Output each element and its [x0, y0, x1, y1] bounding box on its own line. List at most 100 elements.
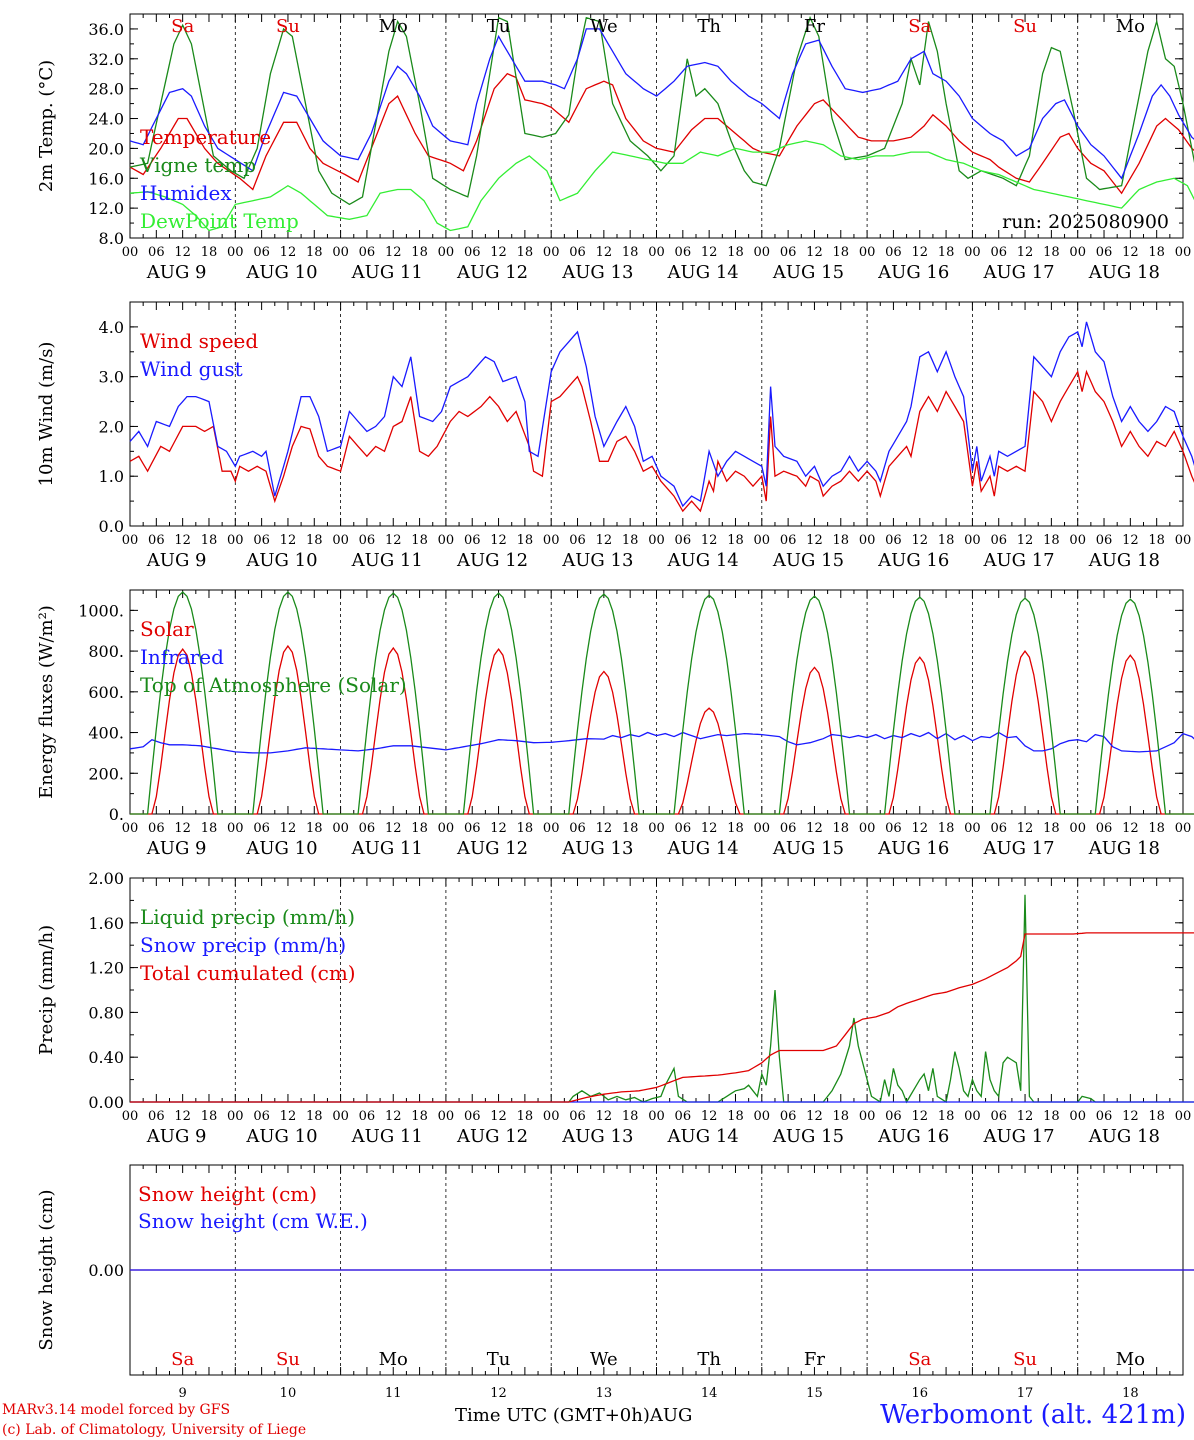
hour-tick-label: 00: [754, 245, 771, 260]
panel-temp: 8.0 12.0 16.0 20.0 24.0 28.0 32.0 36.0 2m Temp. …: [36, 13, 1194, 283]
hour-tick-label: 18: [833, 533, 850, 548]
series-line-energy-0: [130, 644, 1194, 815]
hour-tick-label: 00: [859, 245, 876, 260]
date-label: AUG 17: [982, 550, 1054, 571]
hour-tick-label: 00: [438, 1109, 455, 1124]
hour-tick-label: 06: [675, 245, 692, 260]
hour-tick-label: 18: [622, 533, 639, 548]
hour-tick-label: 00: [438, 821, 455, 836]
hour-tick-label: 06: [1096, 533, 1113, 548]
panel-energy: 0. 200. 400. 600. 800. 1000. Energy fluxes (W/…: [36, 589, 1194, 859]
hour-tick-label: 00: [543, 245, 560, 260]
weekday-label: We: [590, 1349, 618, 1370]
hour-tick-label: 18: [306, 1109, 323, 1124]
date-label: AUG 14: [667, 550, 739, 571]
x-axis-month: AUG: [649, 1405, 693, 1426]
date-label: AUG 13: [561, 1126, 633, 1147]
run-label: run: 2025080900: [1002, 211, 1169, 233]
hour-tick-label: 12: [701, 533, 718, 548]
hour-tick-label: 06: [359, 821, 376, 836]
hour-tick-label: 12: [174, 1109, 191, 1124]
hour-tick-label: 00: [1175, 1109, 1192, 1124]
hour-tick-label: 18: [411, 533, 428, 548]
hour-tick-label: 06: [253, 1109, 270, 1124]
hour-tick-label: 18: [1043, 821, 1060, 836]
hour-tick-label: 00: [754, 1109, 771, 1124]
weekday-label: Th: [697, 16, 721, 37]
y-tick-label: 12.0: [88, 199, 124, 218]
date-label: AUG 13: [561, 262, 633, 283]
hour-tick-label: 18: [201, 245, 218, 260]
hour-tick-label: 18: [517, 821, 534, 836]
hour-tick-label: 18: [411, 821, 428, 836]
hour-tick-label: 18: [727, 245, 744, 260]
weekday-label: Sa: [908, 16, 931, 37]
date-label: AUG 16: [877, 262, 949, 283]
series-line-wind-1: [129, 321, 1194, 508]
hour-tick-label: 18: [1043, 533, 1060, 548]
hour-tick-label: 06: [253, 821, 270, 836]
panel-snow: 0.00 Snow height (cm) Snow height (cm) Snow…: [36, 1164, 1194, 1401]
y-tick-label: 400.: [88, 724, 124, 743]
weekday-label: Sa: [171, 1349, 194, 1370]
hour-tick-label: 00: [754, 821, 771, 836]
date-label: AUG 11: [351, 1126, 423, 1147]
hour-tick-label: 00: [122, 533, 139, 548]
hour-tick-label: 00: [964, 245, 981, 260]
hour-tick-label: 12: [490, 533, 507, 548]
date-label: AUG 13: [561, 550, 633, 571]
hour-tick-label: 12: [701, 245, 718, 260]
hour-tick-label: 12: [385, 821, 402, 836]
hour-tick-label: 18: [938, 245, 955, 260]
hour-tick-label: 00: [122, 1109, 139, 1124]
y-tick-label: 4.0: [99, 318, 124, 337]
weekday-label: Tu: [487, 16, 511, 37]
hour-tick-label: 06: [885, 245, 902, 260]
date-label: AUG 11: [351, 838, 423, 859]
hour-tick-label: 12: [490, 1109, 507, 1124]
hour-tick-label: 18: [938, 1109, 955, 1124]
hour-tick-label: 00: [859, 533, 876, 548]
y-axis-label: Snow height (cm): [36, 1189, 57, 1350]
legend-entry: Snow height (cm W.E.): [138, 1209, 368, 1233]
date-label: AUG 17: [982, 1126, 1054, 1147]
hour-tick-label: 00: [332, 1109, 349, 1124]
hour-tick-label: 06: [253, 245, 270, 260]
hour-tick-label: 06: [1096, 1109, 1113, 1124]
weekday-label: Mo: [379, 16, 408, 37]
y-tick-label: 800.: [88, 642, 124, 661]
panel-precip: 0.00 0.40 0.80 1.20 1.60 2.00 Precip (mm/h) Liq…: [36, 869, 1194, 1147]
hour-tick-label: 00: [227, 1109, 244, 1124]
hour-tick-label: 18: [833, 245, 850, 260]
hour-tick-label: 12: [806, 821, 823, 836]
hour-tick-label: 12: [911, 245, 928, 260]
credit-line-model: MARv3.14 model forced by GFS: [2, 1402, 231, 1418]
series-line-temp-3: [129, 140, 1194, 232]
weekday-label: Mo: [379, 1349, 408, 1370]
weekday-label: We: [590, 16, 618, 37]
legend-entry: Total cumulated (cm): [140, 961, 356, 985]
hour-tick-label: 06: [675, 821, 692, 836]
hour-tick-label: 18: [833, 821, 850, 836]
day-number-label: 14: [701, 1386, 718, 1401]
hour-tick-label: 18: [622, 245, 639, 260]
hour-tick-label: 12: [806, 533, 823, 548]
hour-tick-label: 06: [569, 533, 586, 548]
hour-tick-label: 00: [1069, 821, 1086, 836]
hour-tick-label: 06: [675, 533, 692, 548]
hour-tick-label: 18: [1148, 821, 1165, 836]
x-axis-title-text: Time UTC (GMT+0h): [455, 1405, 650, 1426]
hour-tick-label: 12: [280, 821, 297, 836]
hour-tick-label: 18: [727, 821, 744, 836]
hour-tick-label: 18: [1148, 1109, 1165, 1124]
hour-tick-label: 00: [227, 533, 244, 548]
hour-tick-label: 12: [701, 1109, 718, 1124]
panel-frame: [129, 13, 1184, 239]
y-axis-label: 10m Wind (m/s): [36, 342, 57, 487]
panel-wind: 0.0 1.0 2.0 3.0 4.0 10m Wind (m/s) Wind speed W…: [36, 301, 1194, 571]
hour-tick-label: 00: [227, 821, 244, 836]
day-number-label: 12: [490, 1386, 507, 1401]
weekday-label: Su: [1013, 16, 1037, 37]
y-tick-label: 200.: [88, 764, 124, 783]
